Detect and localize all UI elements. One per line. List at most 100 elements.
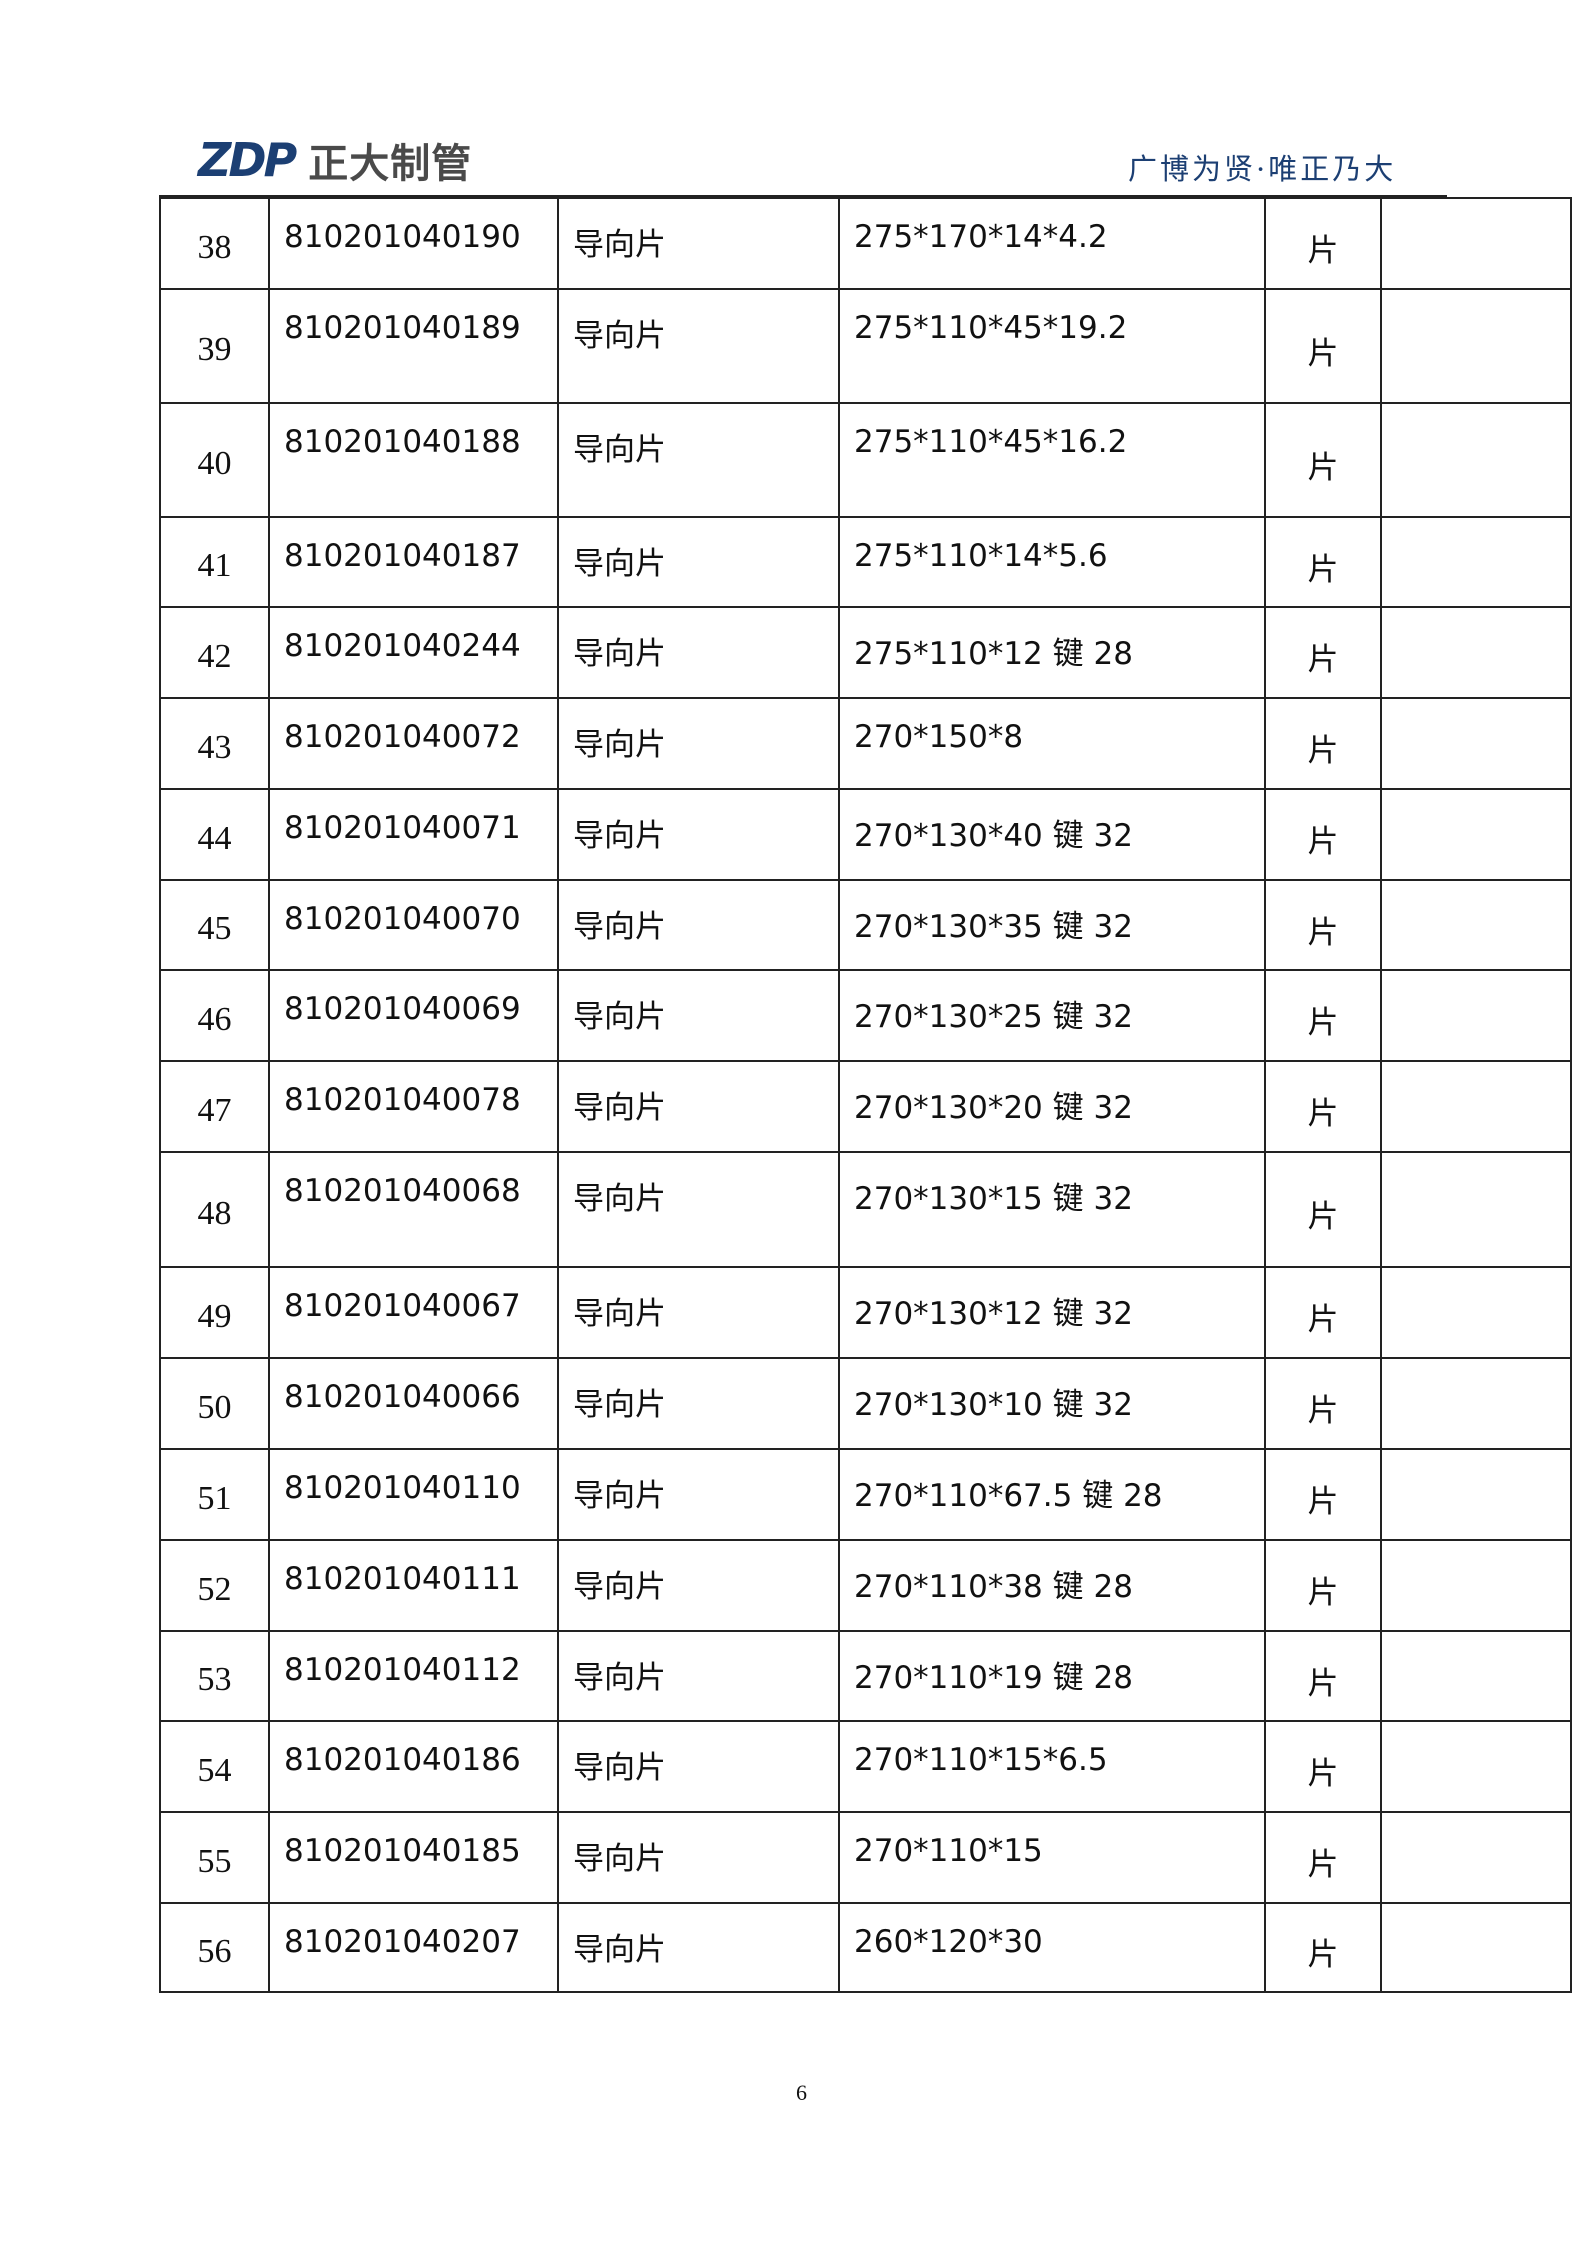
cell-code: 810201040111 (268, 1539, 559, 1632)
cell-no: 43 (159, 697, 270, 790)
cell-no: 55 (159, 1811, 270, 1904)
cell-code: 810201040189 (268, 288, 559, 404)
cell-no: 54 (159, 1720, 270, 1813)
cell-code: 810201040071 (268, 788, 559, 881)
cell-no: 56 (159, 1902, 270, 1993)
cell-code: 810201040110 (268, 1448, 559, 1541)
cell-unit: 片 (1264, 1151, 1382, 1268)
cell-spec: 275*110*14*5.6 (838, 516, 1266, 608)
cell-spec: 275*110*12 键 28 (838, 606, 1266, 699)
cell-name: 导向片 (557, 969, 840, 1062)
cell-spec: 270*130*10 键 32 (838, 1357, 1266, 1450)
cell-spec: 270*130*20 键 32 (838, 1060, 1266, 1153)
cell-code: 810201040067 (268, 1266, 559, 1359)
table-row: 51 810201040110 导向片 270*110*67.5 键 28 片 (159, 1448, 1572, 1541)
cell-code: 810201040244 (268, 606, 559, 699)
cell-no: 49 (159, 1266, 270, 1359)
cell-name: 导向片 (557, 879, 840, 971)
logo-text: 正大制管 (308, 141, 473, 187)
page-number: 6 (796, 2080, 807, 2105)
cell-spec: 270*130*35 键 32 (838, 879, 1266, 971)
cell-spec: 270*130*40 键 32 (838, 788, 1266, 881)
cell-code: 810201040070 (268, 879, 559, 971)
table-row: 47 810201040078 导向片 270*130*20 键 32 片 (159, 1060, 1572, 1153)
header-divider (159, 195, 1447, 197)
table-row: 38 810201040190 导向片 275*170*14*4.2 片 (159, 197, 1572, 290)
cell-note (1380, 606, 1572, 699)
cell-name: 导向片 (557, 1811, 840, 1904)
cell-code: 810201040188 (268, 402, 559, 518)
cell-unit: 片 (1264, 1720, 1382, 1813)
cell-spec: 270*150*8 (838, 697, 1266, 790)
cell-no: 38 (159, 197, 270, 290)
cell-note (1380, 1539, 1572, 1632)
cell-spec: 270*110*38 键 28 (838, 1539, 1266, 1632)
table-row: 40 810201040188 导向片 275*110*45*16.2 片 (159, 402, 1572, 518)
cell-unit: 片 (1264, 606, 1382, 699)
company-logo: ZDP 正大制管 (198, 133, 472, 187)
cell-unit: 片 (1264, 288, 1382, 404)
logo-mark: ZDP (198, 133, 297, 187)
cell-note (1380, 402, 1572, 518)
cell-unit: 片 (1264, 1266, 1382, 1359)
table-row: 39 810201040189 导向片 275*110*45*19.2 片 (159, 288, 1572, 404)
cell-note (1380, 1811, 1572, 1904)
cell-code: 810201040207 (268, 1902, 559, 1993)
cell-spec: 275*110*45*19.2 (838, 288, 1266, 404)
cell-spec: 270*130*15 键 32 (838, 1151, 1266, 1268)
table-row: 45 810201040070 导向片 270*130*35 键 32 片 (159, 879, 1572, 971)
cell-note (1380, 1720, 1572, 1813)
cell-note (1380, 288, 1572, 404)
cell-no: 45 (159, 879, 270, 971)
cell-code: 810201040078 (268, 1060, 559, 1153)
table-row: 53 810201040112 导向片 270*110*19 键 28 片 (159, 1630, 1572, 1722)
cell-unit: 片 (1264, 1357, 1382, 1450)
cell-code: 810201040186 (268, 1720, 559, 1813)
cell-code: 810201040190 (268, 197, 559, 290)
cell-no: 39 (159, 288, 270, 404)
cell-spec: 270*130*12 键 32 (838, 1266, 1266, 1359)
cell-name: 导向片 (557, 1630, 840, 1722)
table-row: 44 810201040071 导向片 270*130*40 键 32 片 (159, 788, 1572, 881)
cell-name: 导向片 (557, 697, 840, 790)
table-row: 54 810201040186 导向片 270*110*15*6.5 片 (159, 1720, 1572, 1813)
cell-name: 导向片 (557, 1720, 840, 1813)
cell-unit: 片 (1264, 1811, 1382, 1904)
cell-code: 810201040068 (268, 1151, 559, 1268)
cell-name: 导向片 (557, 1539, 840, 1632)
cell-no: 42 (159, 606, 270, 699)
cell-note (1380, 1448, 1572, 1541)
table-row: 55 810201040185 导向片 270*110*15 片 (159, 1811, 1572, 1904)
cell-code: 810201040066 (268, 1357, 559, 1450)
cell-spec: 270*130*25 键 32 (838, 969, 1266, 1062)
cell-note (1380, 969, 1572, 1062)
cell-unit: 片 (1264, 969, 1382, 1062)
cell-note (1380, 516, 1572, 608)
parts-table: 38 810201040190 导向片 275*170*14*4.2 片 39 810201… (159, 197, 1572, 1993)
cell-note (1380, 1151, 1572, 1268)
cell-no: 48 (159, 1151, 270, 1268)
cell-name: 导向片 (557, 197, 840, 290)
cell-no: 41 (159, 516, 270, 608)
table-row: 42 810201040244 导向片 275*110*12 键 28 片 (159, 606, 1572, 699)
cell-no: 53 (159, 1630, 270, 1722)
table-row: 50 810201040066 导向片 270*130*10 键 32 片 (159, 1357, 1572, 1450)
table-row: 49 810201040067 导向片 270*130*12 键 32 片 (159, 1266, 1572, 1359)
cell-unit: 片 (1264, 697, 1382, 790)
cell-note (1380, 197, 1572, 290)
cell-no: 46 (159, 969, 270, 1062)
cell-note (1380, 1266, 1572, 1359)
cell-name: 导向片 (557, 516, 840, 608)
cell-name: 导向片 (557, 1357, 840, 1450)
table-row: 43 810201040072 导向片 270*150*8 片 (159, 697, 1572, 790)
cell-spec: 275*110*45*16.2 (838, 402, 1266, 518)
cell-spec: 270*110*15*6.5 (838, 1720, 1266, 1813)
cell-unit: 片 (1264, 402, 1382, 518)
cell-unit: 片 (1264, 516, 1382, 608)
cell-unit: 片 (1264, 1902, 1382, 1993)
cell-no: 47 (159, 1060, 270, 1153)
cell-code: 810201040072 (268, 697, 559, 790)
cell-name: 导向片 (557, 1448, 840, 1541)
cell-code: 810201040112 (268, 1630, 559, 1722)
table-row: 56 810201040207 导向片 260*120*30 片 (159, 1902, 1572, 1993)
